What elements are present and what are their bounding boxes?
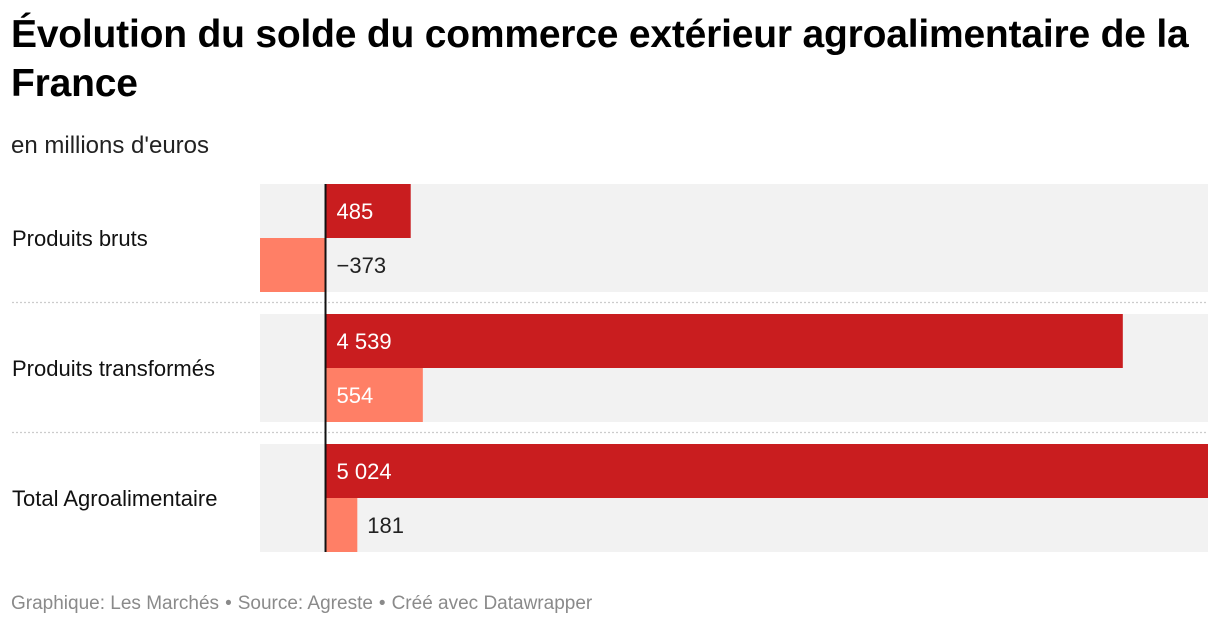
category-labels: Produits bruts Produits transformés Total … [12,226,217,511]
footer-source: Source: Agreste [237,593,373,614]
bar [260,238,326,292]
row-background [260,184,1208,292]
value-label: 181 [367,513,404,538]
bars [260,184,1208,552]
bar [325,498,358,552]
bar [325,368,423,422]
footer-credit: Graphique: Les Marchés [11,593,220,614]
value-label: 485 [337,199,374,224]
footer-separator: • [378,593,386,614]
value-label: 4 539 [337,329,392,354]
category-label: Produits bruts [12,226,148,251]
category-label: Total Agroalimentaire [12,486,217,511]
chart-title: Évolution du solde du commerce extérieur… [11,13,1189,105]
value-labels: 485 −373 4 539 554 5 024 181 [337,199,405,538]
value-label: 554 [337,383,374,408]
bar [325,314,1123,368]
value-label: −373 [337,253,387,278]
footer: Graphique: Les Marchés • Source: Agreste • C… [11,591,592,617]
bar [325,184,411,238]
footer-separator: • [225,593,232,614]
category-label: Produits transformés [12,356,215,381]
bar [325,444,1208,498]
row-separators [12,301,1208,434]
value-label: 5 024 [337,459,392,484]
footer-tool: Créé avec Datawrapper [391,593,593,614]
chart-subtitle: en millions d'euros [11,132,210,159]
